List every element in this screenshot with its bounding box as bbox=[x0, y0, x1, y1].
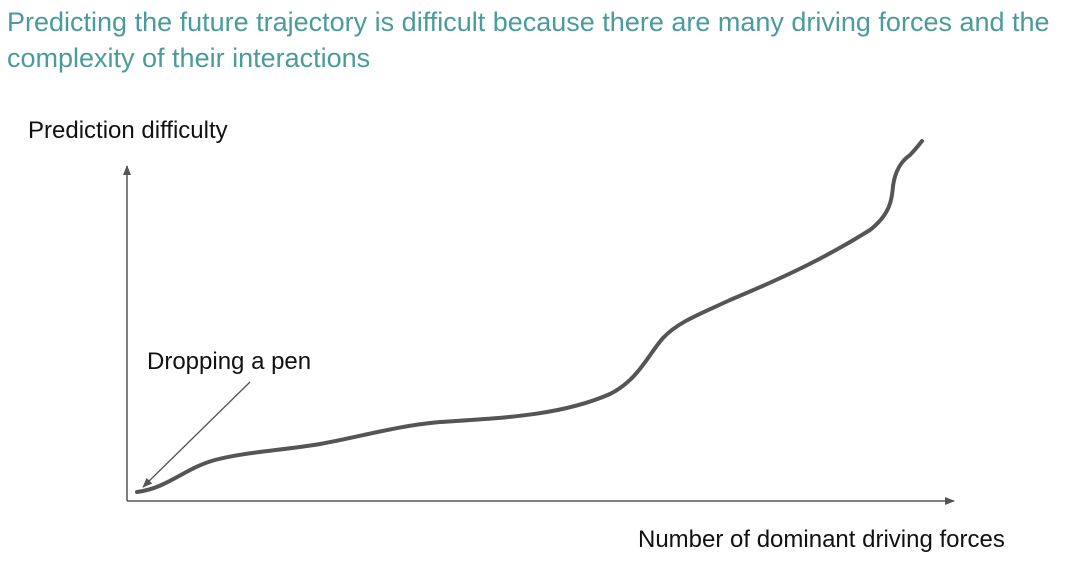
annotation-label: Dropping a pen bbox=[147, 348, 311, 375]
x-axis-label: Number of dominant driving forces bbox=[638, 526, 1005, 553]
slide-title: Predicting the future trajectory is diff… bbox=[7, 7, 1050, 73]
annotation-pointer bbox=[142, 381, 251, 488]
y-axis-label: Prediction difficulty bbox=[28, 117, 228, 144]
difficulty-curve bbox=[135, 139, 924, 494]
